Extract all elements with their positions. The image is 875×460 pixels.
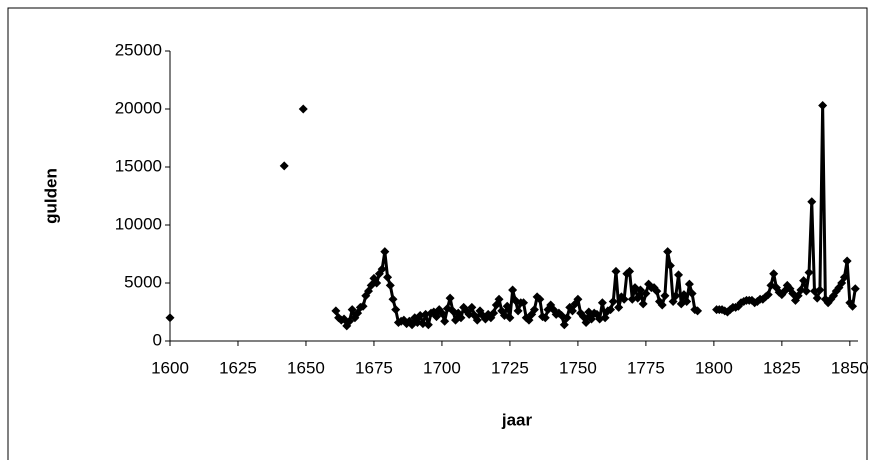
marker bbox=[508, 285, 518, 295]
x-tick-label: 1750 bbox=[559, 358, 597, 377]
marker bbox=[519, 298, 529, 308]
x-tick-label: 1825 bbox=[763, 358, 801, 377]
marker bbox=[502, 301, 512, 311]
marker bbox=[331, 306, 341, 316]
marker bbox=[513, 306, 523, 316]
marker bbox=[818, 101, 828, 111]
marker bbox=[848, 301, 858, 311]
x-tick-label: 1850 bbox=[831, 358, 869, 377]
marker bbox=[567, 306, 577, 316]
marker bbox=[682, 297, 692, 307]
marker bbox=[540, 313, 550, 323]
marker bbox=[562, 313, 572, 323]
marker bbox=[423, 320, 433, 330]
marker bbox=[812, 293, 822, 303]
marker bbox=[815, 285, 825, 295]
marker bbox=[380, 247, 390, 257]
frame bbox=[7, 7, 868, 460]
marker bbox=[665, 261, 675, 271]
marker bbox=[679, 290, 689, 300]
marker bbox=[467, 302, 477, 312]
x-axis-label: jaar bbox=[501, 410, 533, 429]
y-tick-label: 15000 bbox=[115, 156, 162, 175]
y-tick-label: 25000 bbox=[115, 40, 162, 59]
y-tick-label: 20000 bbox=[115, 98, 162, 117]
marker bbox=[358, 301, 368, 311]
marker bbox=[456, 313, 466, 323]
marker bbox=[842, 256, 852, 266]
marker bbox=[763, 290, 773, 300]
marker bbox=[445, 293, 455, 303]
marker bbox=[298, 104, 308, 114]
marker bbox=[638, 299, 648, 309]
marker bbox=[799, 276, 809, 286]
marker bbox=[385, 280, 395, 290]
marker bbox=[625, 266, 635, 276]
marker bbox=[652, 286, 662, 296]
marker bbox=[388, 294, 398, 304]
marker bbox=[489, 308, 499, 318]
y-tick-label: 10000 bbox=[115, 214, 162, 233]
marker bbox=[807, 197, 817, 207]
marker bbox=[663, 247, 673, 257]
marker bbox=[383, 272, 393, 282]
marker bbox=[619, 294, 629, 304]
marker bbox=[597, 298, 607, 308]
x-tick-label: 1700 bbox=[423, 358, 461, 377]
marker bbox=[671, 291, 681, 301]
x-tick-label: 1600 bbox=[151, 358, 189, 377]
marker bbox=[674, 270, 684, 280]
y-tick-label: 0 bbox=[153, 330, 162, 349]
marker bbox=[535, 294, 545, 304]
x-tick-label: 1675 bbox=[355, 358, 393, 377]
marker bbox=[606, 305, 616, 315]
marker bbox=[279, 161, 289, 171]
x-tick-label: 1650 bbox=[287, 358, 325, 377]
marker bbox=[660, 291, 670, 301]
marker bbox=[600, 313, 610, 323]
marker bbox=[494, 294, 504, 304]
marker bbox=[633, 293, 643, 303]
marker bbox=[472, 315, 482, 325]
x-tick-label: 1775 bbox=[627, 358, 665, 377]
marker bbox=[437, 308, 447, 318]
marker bbox=[801, 286, 811, 296]
marker bbox=[372, 278, 382, 288]
marker bbox=[505, 313, 515, 323]
marker bbox=[657, 300, 667, 310]
marker bbox=[611, 266, 621, 276]
marker bbox=[804, 268, 814, 278]
marker bbox=[850, 284, 860, 294]
marker bbox=[608, 297, 618, 307]
marker bbox=[614, 302, 624, 312]
marker bbox=[684, 279, 694, 289]
y-tick-label: 5000 bbox=[124, 272, 162, 291]
marker bbox=[641, 288, 651, 298]
marker bbox=[839, 272, 849, 282]
marker bbox=[769, 269, 779, 279]
marker bbox=[573, 294, 583, 304]
y-axis-label: gulden bbox=[41, 168, 60, 224]
marker bbox=[391, 305, 401, 315]
marker bbox=[559, 320, 569, 330]
marker bbox=[529, 305, 539, 315]
x-tick-label: 1725 bbox=[491, 358, 529, 377]
marker bbox=[377, 264, 387, 274]
marker bbox=[440, 316, 450, 326]
marker bbox=[165, 313, 175, 323]
marker bbox=[687, 288, 697, 298]
x-tick-label: 1625 bbox=[219, 358, 257, 377]
x-tick-label: 1800 bbox=[695, 358, 733, 377]
marker bbox=[693, 306, 703, 316]
